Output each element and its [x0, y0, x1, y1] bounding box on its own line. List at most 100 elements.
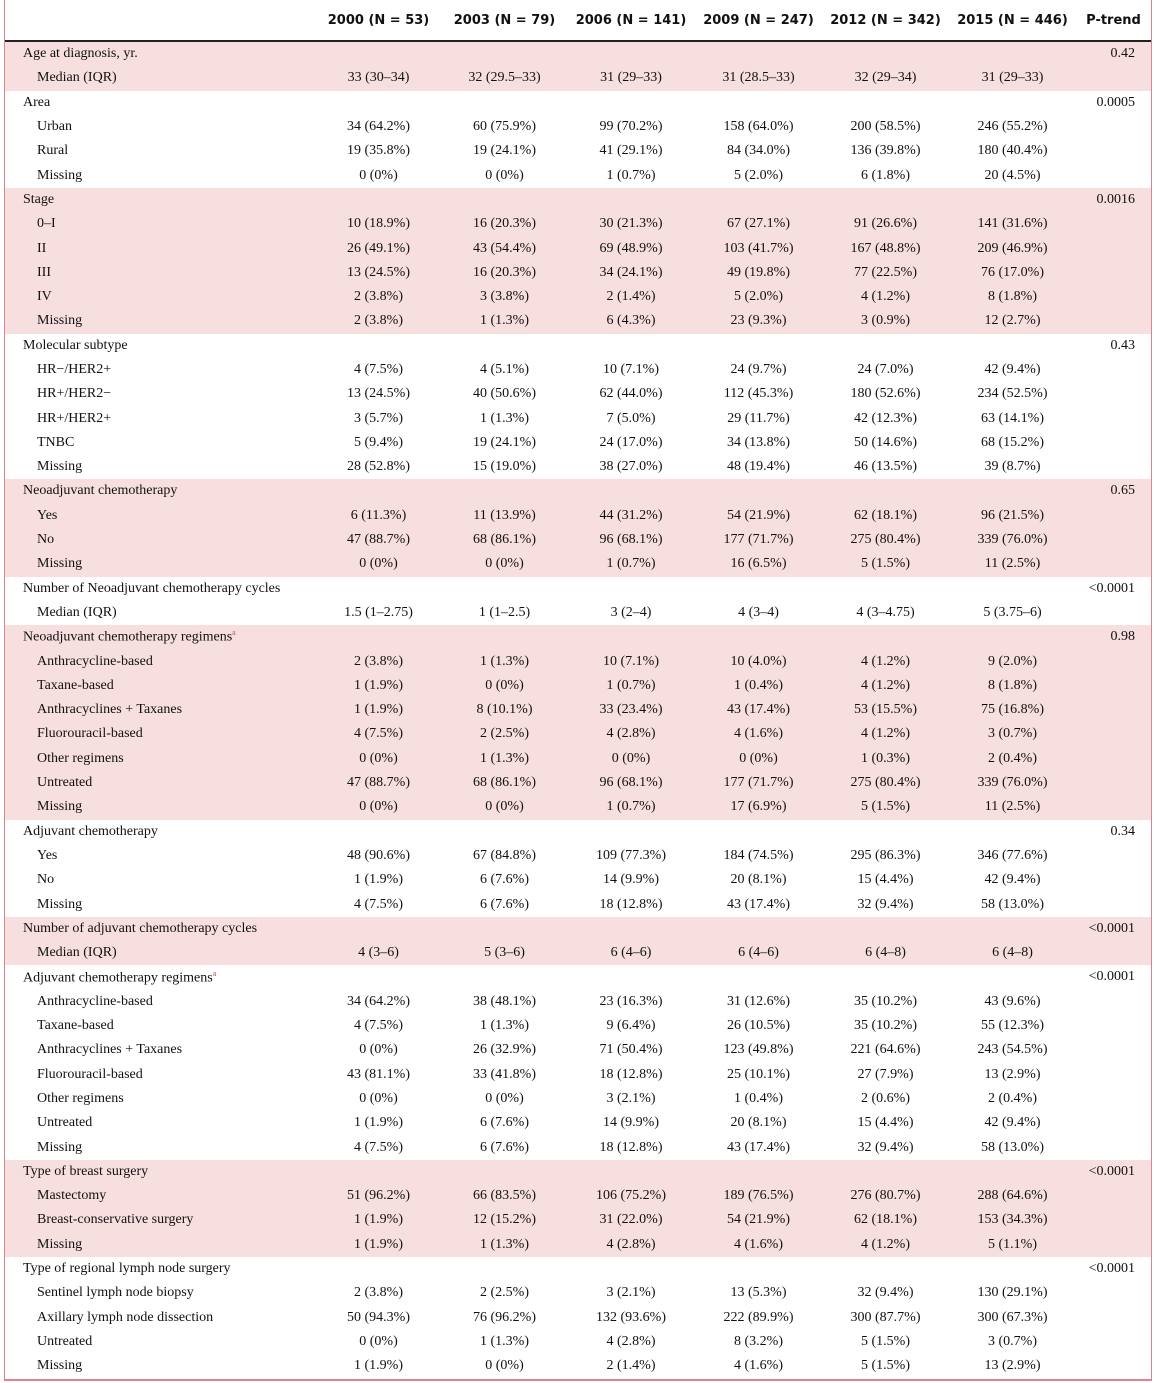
row-label: Taxane-based [37, 1018, 114, 1034]
data-cell: 3 (2–4) [610, 604, 652, 620]
data-cell: 0 (0%) [442, 552, 567, 577]
empty-cell [1076, 431, 1151, 455]
data-cell: 177 (71.7%) [695, 770, 822, 796]
data-cell: 0 (0%) [315, 552, 442, 577]
empty-cell [695, 479, 822, 504]
empty-cell [949, 479, 1076, 504]
data-cell: 55 (12.3%) [981, 1018, 1044, 1034]
data-row: Fluorouracil-based 43 (81.1%) 33 (41.8%) 18… [5, 1062, 1151, 1086]
data-cell: 68 (86.1%) [442, 527, 567, 553]
row-label: Urban [37, 119, 72, 135]
empty-cell [1076, 1330, 1151, 1354]
empty-cell [315, 334, 442, 358]
data-cell: 62 (18.1%) [822, 1208, 949, 1233]
group-label: Number of Neoadjuvant chemotherapy cycle… [5, 577, 315, 601]
data-cell: 96 (68.1%) [567, 527, 695, 553]
data-cell: 34 (24.1%) [567, 260, 695, 285]
empty-cell [442, 334, 567, 358]
data-cell: 11 (13.9%) [442, 503, 567, 528]
data-cell: 32 (9.4%) [857, 1139, 914, 1155]
group-label: Number of adjuvant chemotherapy cycles [5, 916, 315, 941]
empty-cell [442, 577, 567, 601]
empty-cell [822, 1257, 949, 1281]
empty-cell [949, 91, 1076, 115]
row-label: Untreated [37, 1333, 93, 1349]
data-cell: 24 (17.0%) [599, 434, 663, 450]
empty-cell [949, 916, 1076, 941]
empty-cell [949, 187, 1076, 213]
empty-cell [1076, 746, 1151, 771]
data-cell: 32 (29–34) [822, 66, 949, 91]
data-cell: 15 (4.4%) [857, 1115, 914, 1131]
data-cell: 8 (1.8%) [949, 284, 1076, 310]
data-cell: 48 (19.4%) [727, 459, 790, 475]
empty-cell [949, 1257, 1076, 1281]
data-cell: 1 (0.7%) [567, 795, 695, 820]
data-cell: 221 (64.6%) [850, 1042, 921, 1058]
empty-cell [695, 1257, 822, 1281]
data-cell: 4 (7.5%) [354, 1139, 403, 1155]
data-cell: 0 (0%) [315, 795, 442, 820]
data-row: IV 2 (3.8%) 3 (3.8%) 2 (1.4%) 5 (2.0%) 4 (1.2… [5, 284, 1151, 310]
data-cell: 5 (1.5%) [822, 795, 949, 820]
data-cell: 39 (8.7%) [984, 459, 1041, 475]
empty-cell [1076, 722, 1151, 747]
data-cell: 106 (75.2%) [567, 1183, 695, 1209]
data-cell: 234 (52.5%) [977, 386, 1048, 402]
data-cell: 19 (24.1%) [473, 143, 536, 159]
data-cell: 4 (7.5%) [354, 1018, 403, 1034]
empty-cell [567, 41, 695, 67]
data-cell: 54 (21.9%) [695, 503, 822, 528]
p-trend: 0.98 [1076, 625, 1151, 650]
p-trend: 0.43 [1110, 337, 1136, 353]
empty-cell [1076, 503, 1151, 528]
data-cell: 14 (9.9%) [603, 872, 659, 888]
data-cell: 10 (18.9%) [315, 212, 442, 237]
data-cell: 62 (18.1%) [822, 503, 949, 528]
empty-cell [949, 625, 1076, 650]
data-cell: 177 (71.7%) [695, 527, 822, 553]
empty-cell [822, 1159, 949, 1184]
data-cell: 4 (3–6) [315, 940, 442, 966]
group-label: Area [5, 91, 315, 115]
data-cell: 0 (0%) [485, 1358, 524, 1374]
group-row: Adjuvant chemotherapy 0.34 [5, 820, 1151, 844]
data-cell: 300 (87.7%) [850, 1309, 921, 1325]
group-label: Stage [5, 187, 315, 213]
data-row: Untreated 47 (88.7%) 68 (86.1%) 96 (68.1%) 1… [5, 770, 1151, 796]
data-cell: 60 (75.9%) [473, 119, 536, 135]
data-cell: 75 (16.8%) [949, 698, 1076, 723]
data-cell: 339 (76.0%) [949, 527, 1076, 553]
data-cell: 15 (19.0%) [473, 459, 536, 475]
data-row: Missing 0 (0%) 0 (0%) 1 (0.7%) 5 (2.0%) 6 (1.… [5, 163, 1151, 187]
data-cell: 1 (1.3%) [480, 410, 529, 426]
data-cell: 26 (32.9%) [473, 1042, 536, 1058]
data-cell: 4 (1.2%) [822, 722, 949, 747]
empty-cell [1076, 309, 1151, 334]
data-cell: 123 (49.8%) [723, 1042, 794, 1058]
data-cell: 346 (77.6%) [977, 847, 1048, 863]
data-cell: 5 (1.1%) [949, 1232, 1076, 1257]
data-cell: 1 (1.9%) [354, 872, 403, 888]
empty-cell [1076, 1087, 1151, 1111]
data-row: III 13 (24.5%) 16 (20.3%) 34 (24.1%) 49 (19.… [5, 260, 1151, 285]
empty-cell [315, 479, 442, 504]
group-row: Adjuvant chemotherapy regimensa <0.0001 [5, 965, 1151, 989]
column-header: 2006 (N = 141) [567, 0, 695, 42]
empty-cell [315, 1159, 442, 1184]
data-cell: 34 (64.2%) [347, 993, 410, 1009]
data-cell: 1 (1.9%) [315, 698, 442, 723]
empty-cell [442, 916, 567, 941]
group-row: Neoadjuvant chemotherapy 0.65 [5, 479, 1151, 504]
data-cell: 47 (88.7%) [315, 527, 442, 553]
data-cell: 6 (7.6%) [480, 872, 529, 888]
data-cell: 2 (3.8%) [315, 649, 442, 674]
data-row: Rural 19 (35.8%) 19 (24.1%) 41 (29.1%) 84 (3… [5, 139, 1151, 163]
empty-cell [567, 916, 695, 941]
data-cell: 6 (1.8%) [861, 167, 910, 183]
row-label: Untreated [37, 1115, 93, 1131]
data-cell: 13 (2.9%) [984, 1066, 1041, 1082]
data-cell: 44 (31.2%) [567, 503, 695, 528]
empty-cell [1076, 139, 1151, 163]
empty-cell [949, 1159, 1076, 1184]
